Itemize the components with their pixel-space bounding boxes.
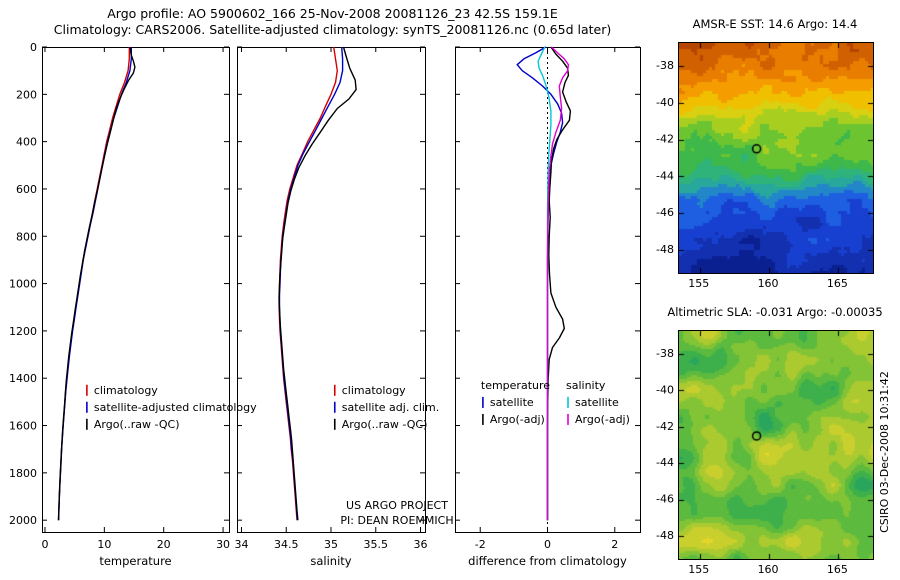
legend-label: climatology: [94, 384, 158, 397]
depth-tick-label: 1600: [9, 420, 37, 433]
temperature-axes-box: [42, 47, 230, 533]
depth-tick-label: 200: [16, 88, 37, 101]
difference-series-salinity-satellite: [537, 46, 552, 521]
sla_map-lon-tick-label: 165: [827, 563, 848, 576]
difference-axis-label: difference from climatology: [468, 554, 627, 568]
temperature-x-tick-label: 0: [41, 538, 48, 551]
sst_map-lat-tick-label: -38: [656, 59, 674, 72]
csiro-watermark: CSIRO 03-Dec-2008 10:31:42: [878, 371, 891, 533]
temperature-x-tick-label: 10: [97, 538, 111, 551]
sla_map-title: Altimetric SLA: -0.031 Argo: -0.00035: [667, 305, 882, 319]
depth-tick-label: 400: [16, 136, 37, 149]
temperature-series-satellite-adjusted-climatology: [57, 47, 133, 521]
salinity-series-argo---raw--qc-: [278, 46, 357, 521]
temperature-series-climatology: [57, 47, 131, 521]
legend-label: climatology: [342, 384, 406, 397]
salinity-series-satellite-adj--clim-: [278, 46, 344, 521]
legend-label: Argo(..raw -QC): [342, 418, 428, 431]
depth-tick-label: 1000: [9, 278, 37, 291]
difference-x-tick-label: 0: [544, 538, 551, 551]
difference-x-tick-label: -2: [475, 538, 486, 551]
salinity-axes-box: [237, 47, 426, 533]
legend-label: Argo(-adj): [575, 413, 630, 426]
depth-tick-label: 800: [16, 230, 37, 243]
salinity-x-tick-label: 35.5: [364, 538, 389, 551]
sst_map-lat-tick-label: -42: [656, 133, 674, 146]
temperature-series-argo---raw--qc-: [57, 46, 136, 521]
sst_map-lat-tick-label: -48: [656, 243, 674, 256]
legend-label: satellite-adjusted climatology: [94, 401, 257, 414]
temperature-x-tick-label: 20: [157, 538, 171, 551]
sst_map-title: AMSR-E SST: 14.6 Argo: 14.4: [693, 17, 858, 31]
salinity-series-climatology: [278, 46, 338, 521]
sla_map-lat-tick-label: -48: [656, 529, 674, 542]
depth-tick-label: 0: [30, 41, 37, 54]
depth-tick-label: 2000: [9, 514, 37, 527]
legend-group-header: salinity: [566, 379, 606, 392]
sst_map-lon-tick-label: 155: [688, 277, 709, 290]
sst_map-lon-tick-label: 160: [758, 277, 779, 290]
sla_map-lon-tick-label: 155: [688, 563, 709, 576]
sla_map-lat-tick-label: -42: [656, 420, 674, 433]
sst_map-lat-tick-label: -40: [656, 96, 674, 109]
temperature-axis-label: temperature: [99, 554, 171, 568]
sst-map: [678, 42, 874, 274]
sla_map-lat-tick-label: -44: [656, 456, 674, 469]
legend-label: Argo(..raw -QC): [94, 418, 180, 431]
sla_map-lat-tick-label: -40: [656, 383, 674, 396]
sla_map-lat-tick-label: -38: [656, 347, 674, 360]
sla-map: [678, 330, 874, 560]
project-annotation-1: PI: DEAN ROEMMICH: [340, 514, 453, 527]
sst_map-lat-tick-label: -46: [656, 206, 674, 219]
depth-tick-label: 600: [16, 183, 37, 196]
depth-tick-label: 1200: [9, 325, 37, 338]
salinity-x-tick-label: 36: [414, 538, 428, 551]
difference-series-temperature-satellite: [516, 46, 564, 521]
sla_map-lon-tick-label: 160: [758, 563, 779, 576]
legend-label: satellite: [490, 396, 534, 409]
project-annotation-0: US ARGO PROJECT: [346, 499, 448, 512]
difference-series-salinity-argo--adj-: [546, 46, 570, 521]
difference-series-temperature-argo--adj-: [546, 46, 572, 521]
legend-group-header: temperature: [481, 379, 550, 392]
figure-title-line1: Argo profile: AO 5900602_166 25-Nov-2008…: [107, 6, 558, 21]
depth-tick-label: 1800: [9, 467, 37, 480]
salinity-x-tick-label: 35: [324, 538, 338, 551]
salinity-x-tick-label: 34: [234, 538, 248, 551]
sla_map-lat-tick-label: -46: [656, 493, 674, 506]
salinity-axis-label: salinity: [310, 554, 351, 568]
depth-tick-label: 1400: [9, 372, 37, 385]
legend-label: satellite: [575, 396, 619, 409]
figure-title-line2: Climatology: CARS2006. Satellite-adjuste…: [53, 22, 612, 37]
legend-label: satellite adj. clim.: [342, 401, 439, 414]
sst_map-lat-tick-label: -44: [656, 169, 674, 182]
sst_map-lon-tick-label: 165: [827, 277, 848, 290]
difference-x-tick-label: 2: [611, 538, 618, 551]
temperature-x-tick-label: 30: [216, 538, 230, 551]
salinity-x-tick-label: 34.5: [274, 538, 299, 551]
legend-label: Argo(-adj): [490, 413, 545, 426]
